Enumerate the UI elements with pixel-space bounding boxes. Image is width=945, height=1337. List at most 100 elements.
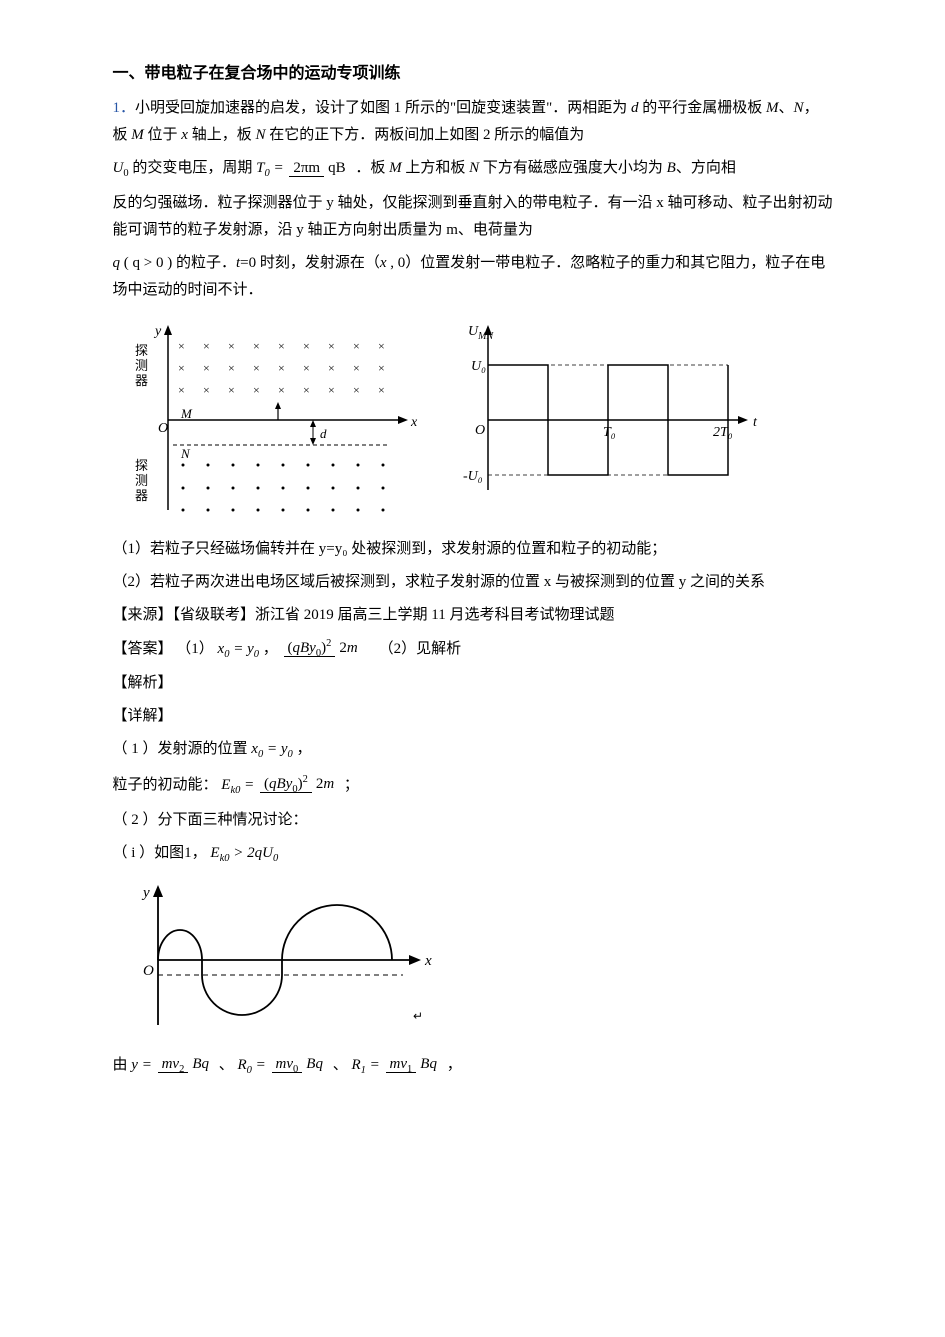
problem-p2: U0 的交变电压，周期 T0 = 2πmqB ．板 M 上方和板 N 下方有磁感… <box>113 155 833 184</box>
detector-bottom: 探 <box>135 458 148 473</box>
text: 的交变电压，周期 <box>129 160 253 176</box>
text: 小明受回旋加速器的启发，设计了如图 1 所示的"回旋变速装置"．两相距为 <box>135 100 631 116</box>
U0-label: U₀ <box>471 359 486 374</box>
M-label: M <box>180 406 193 421</box>
answer-block: 【答案】 （1） x0 = y0 ， (qBy0)22m （2）见解析 <box>113 635 833 665</box>
y-label: y <box>141 885 150 901</box>
figure-3-trajectory: y x O ↵ <box>113 875 443 1045</box>
svg-text:×: × <box>378 383 385 397</box>
text: （ 1 ）发射源的位置 <box>113 741 248 757</box>
text: 轴上，板 <box>188 127 256 143</box>
crosses-top: ××××××××× ××××××××× ××××××××× <box>178 339 385 397</box>
eq-sign: = <box>270 160 288 176</box>
x-label: x <box>410 415 418 430</box>
text: 粒子的初动能： <box>113 777 218 793</box>
dots-bottom <box>181 463 384 511</box>
sep: ， <box>263 641 282 657</box>
text: 上方和板 <box>402 160 470 176</box>
y-label: y <box>153 324 162 339</box>
denominator: qB <box>324 160 350 176</box>
svg-text:×: × <box>353 361 360 375</box>
formula-x0-y0: x0 = y0 <box>218 641 259 657</box>
section-title: 一、带电粒子在复合场中的运动专项训练 <box>113 60 833 89</box>
svg-text:×: × <box>303 339 310 353</box>
svg-text:×: × <box>278 361 285 375</box>
svg-text:×: × <box>203 339 210 353</box>
answer-label: 【答案】 <box>113 641 173 657</box>
svg-text:×: × <box>253 361 260 375</box>
formula-y: y = mv2Bq <box>131 1057 218 1073</box>
text: 位于 <box>144 127 182 143</box>
question-1: （1）若粒子只经磁场偏转并在 y=y₀ 处被探测到，求发射源的位置和粒子的初动能… <box>113 536 833 563</box>
t-label: t <box>753 415 758 430</box>
var-x: x <box>181 127 188 143</box>
origin-label: O <box>143 963 154 979</box>
var-N: N <box>794 100 804 116</box>
svg-text:×: × <box>178 361 185 375</box>
sep: ； <box>344 777 359 793</box>
svg-text:器: 器 <box>135 373 148 388</box>
svg-text:×: × <box>178 339 185 353</box>
2T0-label: 2T₀ <box>713 425 733 440</box>
svg-text:×: × <box>253 383 260 397</box>
question-2: （2）若粒子两次进出电场区域后被探测到，求粒子发射源的位置 x 与被探测到的位置… <box>113 569 833 596</box>
text: （ i ）如图1， <box>113 845 207 861</box>
x-label: x <box>424 953 432 969</box>
T0-label: T₀ <box>603 425 616 440</box>
numerator: 2πm <box>289 160 324 177</box>
origin-label: O <box>158 421 168 436</box>
var-q: q <box>113 255 121 271</box>
formula-Ek: (qBy0)22m <box>282 641 368 657</box>
var-B: B <box>667 160 676 176</box>
figure-1-field: y O x M N d ××××××××× ××××××××× ××××××××… <box>113 310 423 530</box>
formula-T0: T0 = 2πmqB <box>256 160 355 176</box>
problem-p3: 反的匀强磁场．粒子探测器位于 y 轴处，仅能探测到垂直射入的带电粒子．有一沿 x… <box>113 190 833 244</box>
origin-label: O <box>475 423 485 438</box>
svg-text:×: × <box>278 383 285 397</box>
detail-1: （ 1 ）发射源的位置 x0 = y0 ， <box>113 736 833 765</box>
svg-text:×: × <box>378 361 385 375</box>
sep: 、 <box>333 1057 348 1073</box>
var-d: d <box>631 100 639 116</box>
d-label: d <box>320 426 327 441</box>
var-M: M <box>131 127 144 143</box>
analysis-label: 【解析】 <box>113 670 833 697</box>
text: ( q > 0 ) 的粒子． <box>120 255 236 271</box>
text: 在它的正下方．两板间加上如图 2 所示的幅值为 <box>265 127 584 143</box>
var-U: U <box>113 160 124 176</box>
formula-R0: R0 = mv0Bq <box>238 1057 333 1073</box>
svg-text:×: × <box>303 383 310 397</box>
fraction: 2πmqB <box>289 155 349 182</box>
text: =0 时刻，发射源在（ <box>240 255 380 271</box>
comma: ， <box>447 1057 462 1073</box>
text: 由 <box>113 1057 132 1073</box>
figure-2-voltage: UMN U₀ -U₀ O T₀ 2T₀ t <box>433 310 763 510</box>
detail-2: 粒子的初动能： Ek0 = (qBy0)22m ； <box>113 771 833 801</box>
svg-text:×: × <box>228 361 235 375</box>
text: 的平行金属栅极板 <box>639 100 767 116</box>
svg-text:测: 测 <box>135 358 148 373</box>
detail-3: （ 2 ）分下面三种情况讨论： <box>113 807 833 834</box>
problem-p4: q ( q > 0 ) 的粒子．t=0 时刻，发射源在（x , 0）位置发射一带… <box>113 250 833 304</box>
svg-text:×: × <box>353 339 360 353</box>
return-mark: ↵ <box>413 1009 423 1023</box>
svg-text:×: × <box>278 339 285 353</box>
question-number: 1． <box>113 100 136 116</box>
svg-text:器: 器 <box>135 488 148 503</box>
formula-Ek-cond: Ek0 > 2qU0 <box>210 845 278 861</box>
svg-text:测: 测 <box>135 473 148 488</box>
text: 、 <box>779 100 794 116</box>
U-axis-label: UMN <box>468 324 494 342</box>
var-M: M <box>389 160 402 176</box>
detail-label: 【详解】 <box>113 703 833 730</box>
detail-4: （ i ）如图1， Ek0 > 2qU0 <box>113 840 833 869</box>
svg-text:×: × <box>303 361 310 375</box>
figure-row: y O x M N d ××××××××× ××××××××× ××××××××… <box>113 310 833 530</box>
answer-1-label: （1） <box>176 641 214 657</box>
negU0-label: -U₀ <box>463 469 483 484</box>
svg-text:×: × <box>228 339 235 353</box>
N-label: N <box>180 446 191 461</box>
final-line: 由 y = mv2Bq 、 R0 = mv0Bq 、 R1 = mv1Bq ， <box>113 1051 833 1081</box>
svg-text:×: × <box>228 383 235 397</box>
svg-text:×: × <box>253 339 260 353</box>
